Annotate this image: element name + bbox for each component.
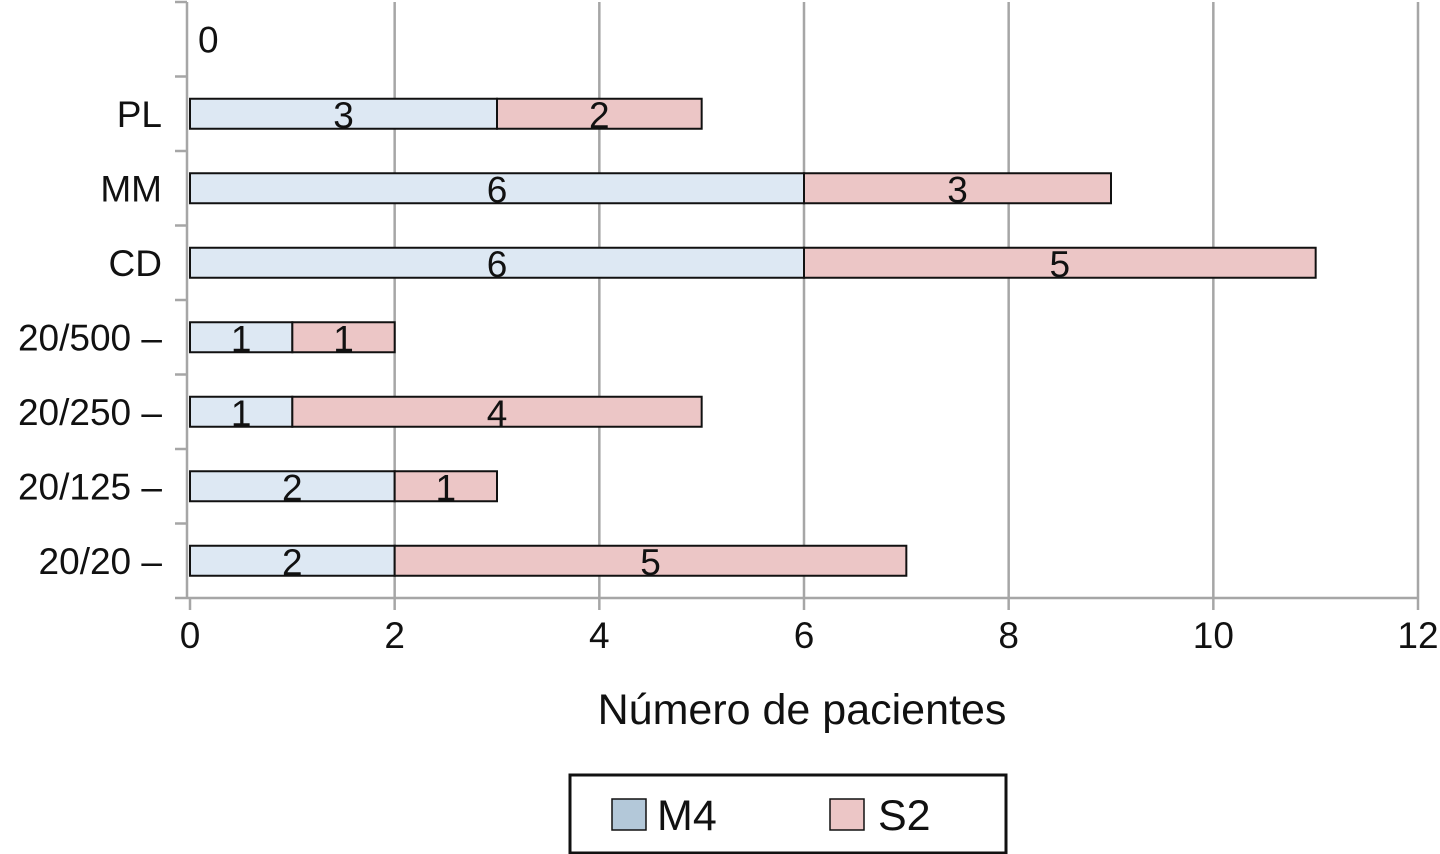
bar-m4-pl [189,97,498,130]
data-label-m4-20-500: 1 [231,318,252,359]
bar-s2-20-125 [393,470,498,503]
legend-label-s2: S2 [878,792,931,840]
data-label-s2-pl: 2 [589,95,610,136]
y-category-label-0: 0 [198,19,219,60]
data-label-m4-cd: 6 [487,244,508,285]
bar-s2-20-20 [393,544,908,577]
bar-s2-20-500 [291,321,396,354]
data-label-m4-20-125: 2 [282,467,303,508]
x-axis-title: Número de pacientes [598,686,1007,734]
x-tick-label-12: 12 [1397,615,1438,656]
x-tick-label-2: 2 [384,615,405,656]
data-label-m4-pl: 3 [333,95,354,136]
data-label-m4-20-250: 1 [231,393,252,434]
data-label-s2-20-20: 5 [640,542,661,583]
bar-m4-mm [189,172,805,205]
data-label-s2-20-125: 1 [436,467,457,508]
y-category-label-20-500: 20/500 – [18,317,162,358]
bar-s2-cd [803,246,1317,279]
y-category-label-20-250: 20/250 – [18,392,162,433]
gridlines [393,2,1420,598]
data-labels: 3 26 36 51 11 42 12 5 [231,95,1070,583]
x-tick-label-8: 8 [998,615,1019,656]
legend-label-m4: M4 [657,792,717,840]
legend: M4 S2 [568,773,1008,854]
bar-s2-pl [496,97,703,130]
bar-s2-mm [803,172,1112,205]
y-category-label-20-125: 20/125 – [18,466,162,507]
bar-m4-20-125 [189,470,396,503]
x-tick-label-4: 4 [589,615,610,656]
data-label-s2-mm: 3 [947,169,968,210]
y-category-label-cd: CD [109,243,162,284]
bar-m4-20-20 [189,544,396,577]
bar-m4-cd [189,246,805,279]
x-tick-label-0: 0 [180,615,201,656]
bars [189,97,1317,577]
y-category-label-mm: MM [100,168,162,209]
legend-swatch-m4 [611,798,647,831]
data-label-s2-cd: 5 [1050,244,1071,285]
data-label-s2-20-250: 4 [487,393,508,434]
x-tick-label-6: 6 [794,615,815,656]
data-label-s2-20-500: 1 [333,318,354,359]
legend-swatch-s2 [829,798,865,831]
y-category-label-20-20: 20/20 – [39,541,163,582]
bar-s2-20-250 [291,395,703,428]
data-label-m4-20-20: 2 [282,542,303,583]
x-tick-label-10: 10 [1193,615,1234,656]
data-label-m4-mm: 6 [487,169,508,210]
y-category-label-pl: PL [117,94,162,135]
